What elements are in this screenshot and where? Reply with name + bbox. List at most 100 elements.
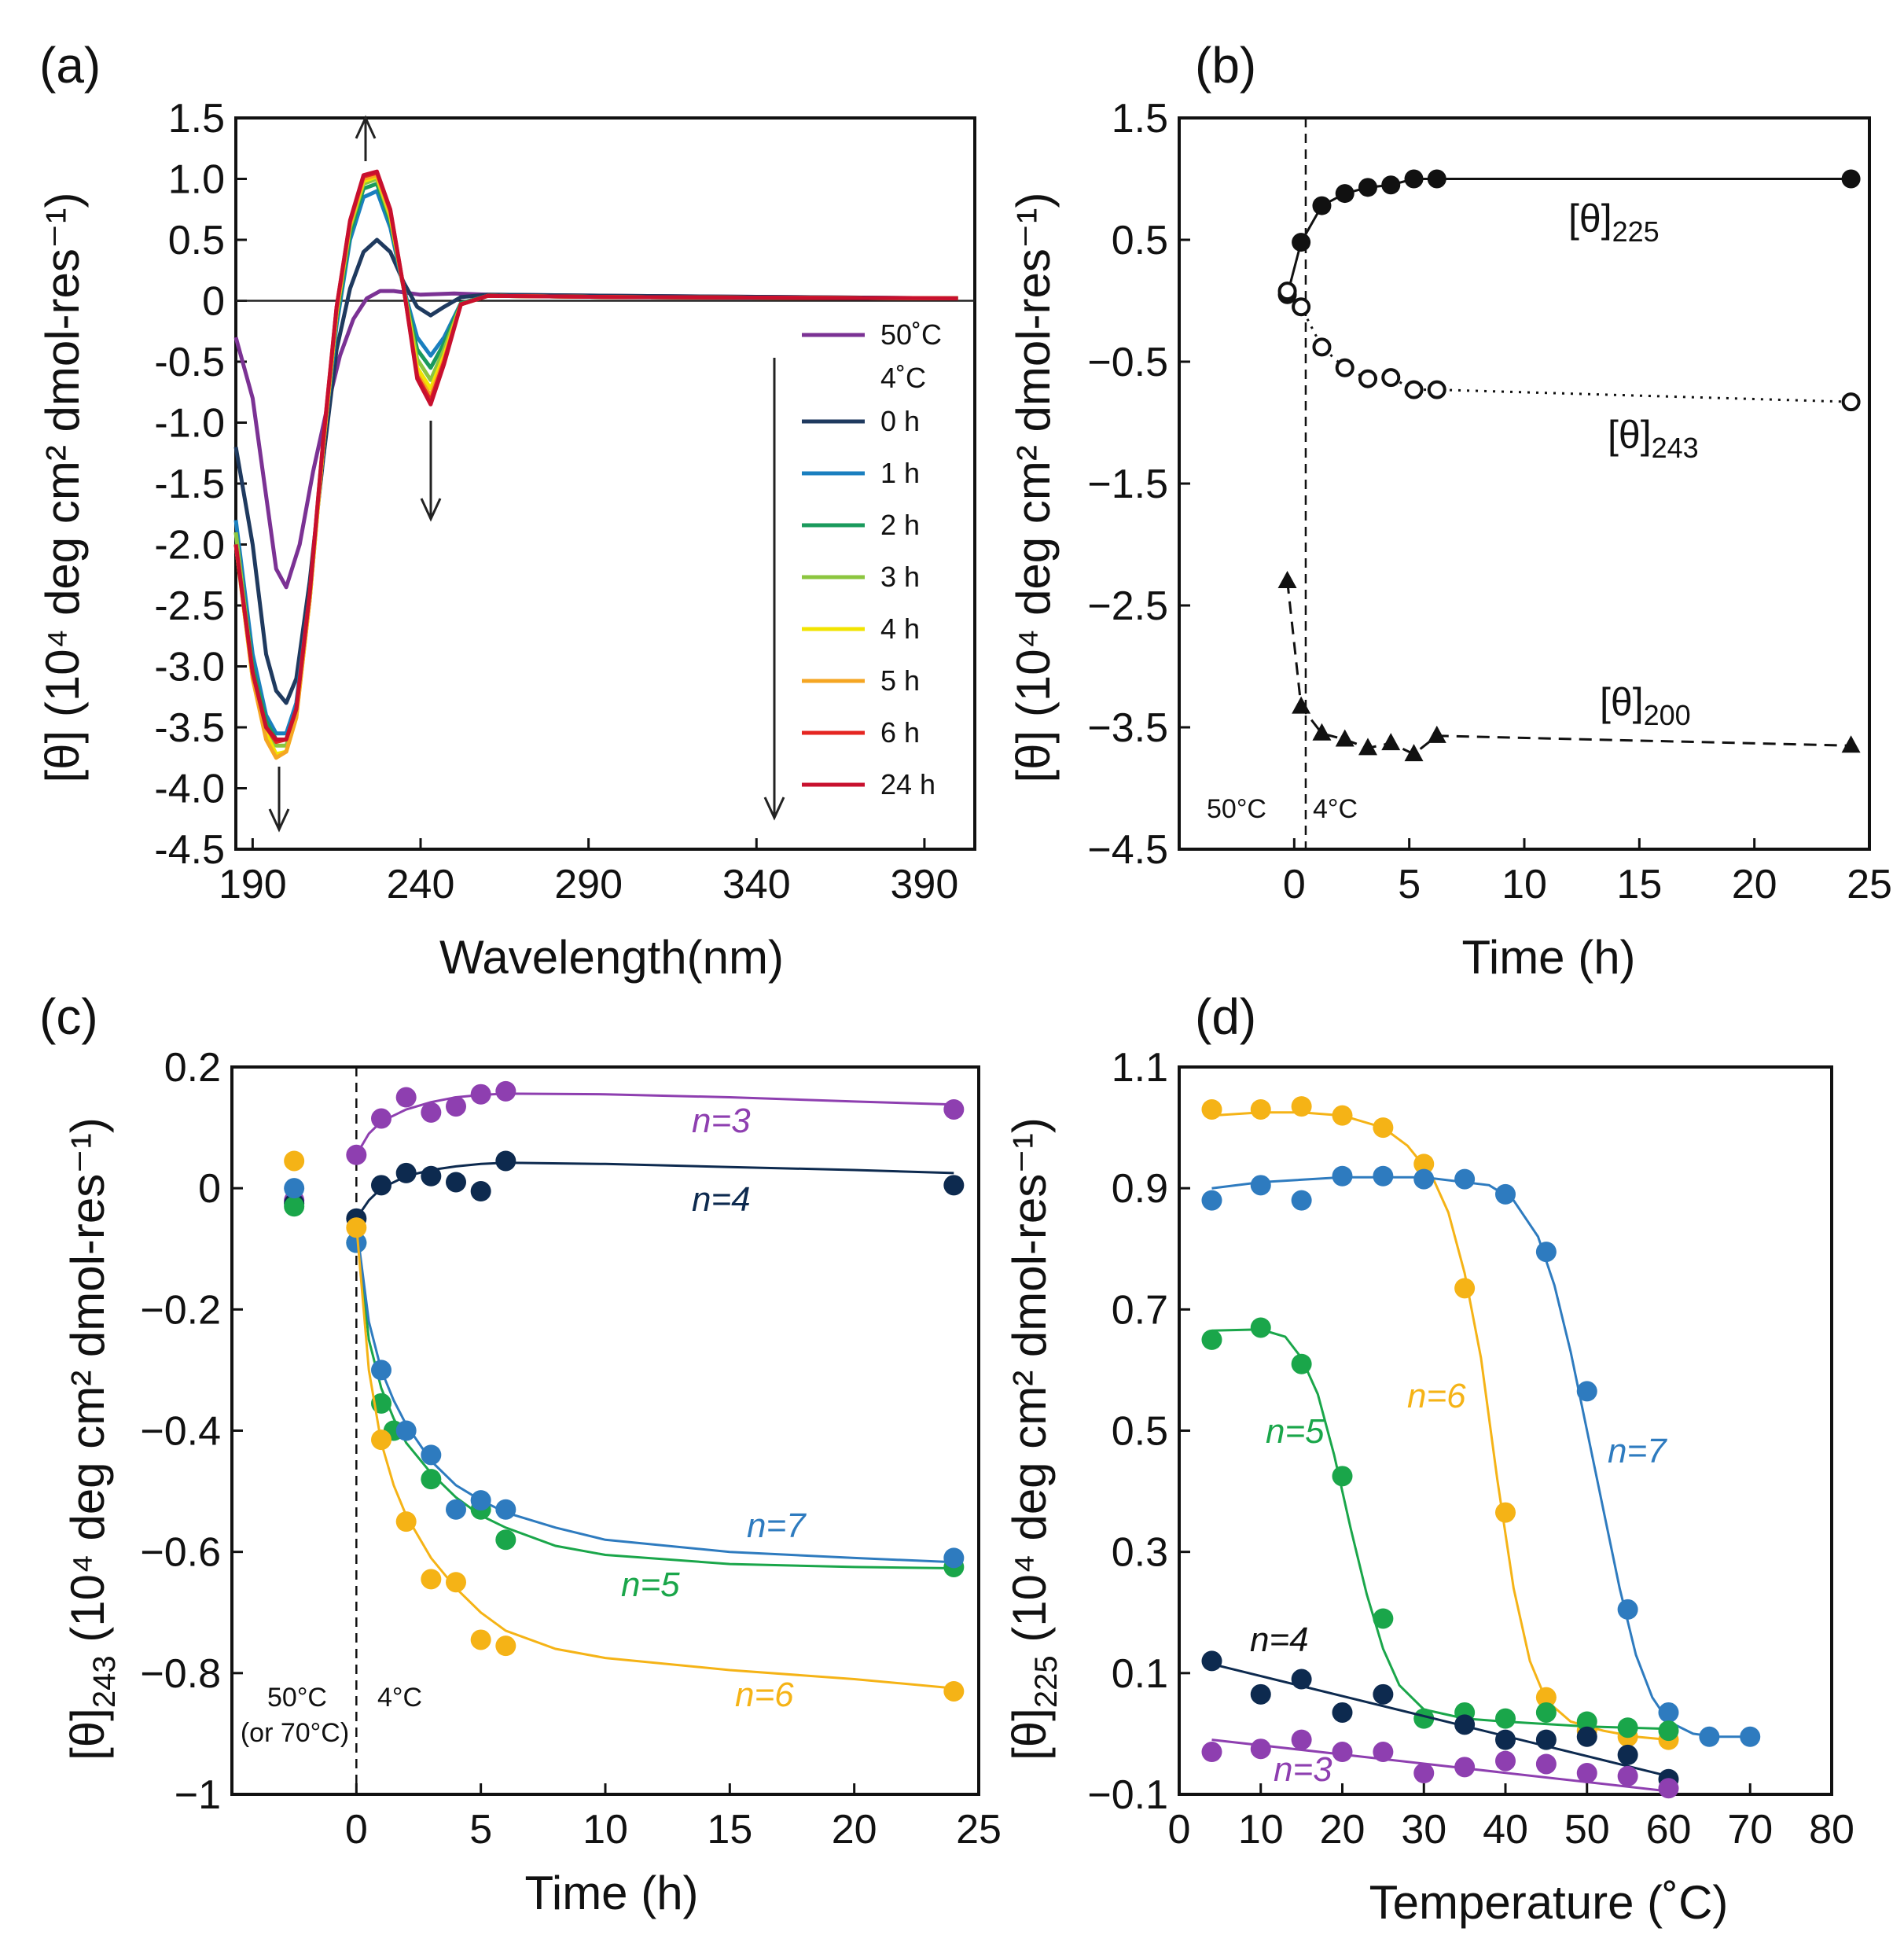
data-point bbox=[371, 1429, 391, 1451]
panel-d-ytick-label: −0.1 bbox=[1087, 1772, 1168, 1818]
data-point bbox=[1201, 1742, 1222, 1763]
data-point bbox=[1291, 1353, 1312, 1374]
panel-d-xtick-label: 40 bbox=[1483, 1807, 1528, 1853]
panel-c-ytick-label: −0.8 bbox=[140, 1651, 221, 1697]
data-point bbox=[943, 1547, 965, 1569]
panel-b-xtick-label: 10 bbox=[1502, 862, 1547, 907]
data-point bbox=[1576, 1711, 1597, 1732]
panel-c-ytick-label: 0.2 bbox=[164, 1045, 221, 1091]
panel-c-annotation-4c: 4°C bbox=[377, 1683, 422, 1713]
data-point bbox=[421, 1102, 442, 1123]
fit-curve-n=4 bbox=[1211, 1662, 1669, 1778]
data-point bbox=[1535, 1729, 1557, 1750]
panel-a-ytick-label: -1.5 bbox=[154, 462, 225, 507]
legend-label: 6 h bbox=[880, 716, 920, 749]
data-point bbox=[1201, 1650, 1222, 1672]
legend-label: 4 h bbox=[880, 613, 920, 645]
data-point bbox=[1427, 169, 1446, 189]
legend-label: 50˚C bbox=[880, 318, 942, 351]
data-point bbox=[1404, 380, 1424, 399]
panel-d-xtick-label: 70 bbox=[1727, 1807, 1773, 1853]
panel-d-ytick-label: 0.9 bbox=[1112, 1166, 1168, 1212]
panel-b-xlabel: Time (h) bbox=[1461, 931, 1635, 984]
fit-curve-n=5 bbox=[1211, 1328, 1669, 1731]
panel-c-ytick-label: 0 bbox=[198, 1166, 221, 1212]
data-point bbox=[1201, 1190, 1222, 1211]
panel-a-legend: 50˚C 4˚C 0 h 1 h 2 h 3 h 4 h 5 h 6 h 24 h bbox=[802, 318, 942, 800]
data-point bbox=[1658, 1720, 1679, 1742]
data-point bbox=[1291, 1190, 1312, 1211]
panel-c-xtick-label: 15 bbox=[707, 1807, 752, 1853]
data-point bbox=[1332, 1742, 1353, 1763]
fit-curve-n=5 bbox=[355, 1224, 954, 1569]
panel-d-xtick-label: 10 bbox=[1238, 1807, 1284, 1853]
panel-d-ytick-label: 0.5 bbox=[1112, 1409, 1168, 1455]
series-line-50˚C bbox=[233, 289, 958, 590]
data-point bbox=[470, 1181, 491, 1202]
series-label-sub: 200 bbox=[1644, 699, 1691, 731]
panel-d-ytick-label: 0.3 bbox=[1112, 1530, 1168, 1576]
data-point bbox=[1413, 1168, 1435, 1190]
data-point bbox=[446, 1572, 466, 1593]
panel-b-ytick-label: 1.5 bbox=[1112, 96, 1168, 142]
series-label-200: [θ]200 bbox=[1600, 680, 1691, 731]
data-point bbox=[1576, 1726, 1597, 1747]
series-label-n=5: n=5 bbox=[1266, 1412, 1325, 1451]
data-point bbox=[446, 1096, 466, 1117]
data-point bbox=[446, 1499, 466, 1520]
panel-b-xtick-label: 5 bbox=[1398, 862, 1421, 907]
panel-a-arrow-down-legend-head bbox=[763, 797, 785, 821]
panel-c-ylabel: [θ]243 (10⁴ deg cm² dmol-res⁻¹) bbox=[61, 1117, 122, 1761]
data-point bbox=[470, 1490, 491, 1511]
data-point bbox=[1404, 169, 1424, 189]
data-point bbox=[1250, 1317, 1271, 1338]
data-point bbox=[1617, 1744, 1638, 1765]
panel-a-ytick-label: -2.5 bbox=[154, 583, 225, 629]
data-point bbox=[1495, 1502, 1516, 1523]
data-point bbox=[1427, 725, 1446, 743]
panel-b-ytick-label: −0.5 bbox=[1087, 340, 1168, 385]
data-point bbox=[1381, 175, 1401, 195]
data-point bbox=[1358, 738, 1377, 756]
legend-label: 4˚C bbox=[880, 362, 926, 394]
panel-c-ylabel-rest: (10⁴ deg cm² dmol-res⁻¹) bbox=[61, 1117, 114, 1655]
panel-c: (c) [θ]243 (10⁴ deg cm² dmol-res⁻¹) Time… bbox=[39, 988, 1002, 1919]
panel-b-xtick-label: 20 bbox=[1732, 862, 1777, 907]
panel-a-ylabel: [θ] (10⁴ deg cm² dmol-res⁻¹) bbox=[36, 193, 89, 783]
data-point bbox=[1335, 729, 1354, 747]
data-point bbox=[1535, 1687, 1557, 1708]
series-line-0-h bbox=[233, 237, 958, 705]
series-label-n=6: n=6 bbox=[735, 1676, 794, 1714]
data-point bbox=[446, 1172, 466, 1193]
panel-c-ylabel-sub: 243 bbox=[87, 1655, 122, 1708]
data-point bbox=[1576, 1381, 1597, 1402]
panel-d-ytick-label: 0.1 bbox=[1112, 1651, 1168, 1697]
series-label-n=3: n=3 bbox=[1274, 1750, 1332, 1789]
data-point bbox=[1332, 1702, 1353, 1723]
data-point bbox=[371, 1360, 391, 1381]
series-label-base: [θ] bbox=[1600, 680, 1644, 724]
panel-a-ytick-label: 0.5 bbox=[168, 218, 225, 263]
data-point bbox=[395, 1511, 417, 1532]
panel-a-label: (a) bbox=[39, 37, 101, 94]
panel-c-annotation-70c: (or 70°C) bbox=[241, 1718, 349, 1748]
data-point bbox=[1495, 1750, 1516, 1772]
series-label-n=4: n=4 bbox=[1250, 1621, 1309, 1659]
panel-a-xtick-label: 190 bbox=[219, 862, 287, 907]
legend-label: 0 h bbox=[880, 405, 920, 437]
panel-d-ytick-label: 0.7 bbox=[1112, 1287, 1168, 1333]
panel-d-xtick-label: 0 bbox=[1168, 1807, 1191, 1853]
panel-d-xlabel: Temperature (˚C) bbox=[1369, 1876, 1729, 1929]
data-point bbox=[1454, 1757, 1476, 1778]
fit-curve-n=3 bbox=[1211, 1738, 1669, 1793]
data-point bbox=[1381, 368, 1401, 388]
panel-a-ytick-label: 1.5 bbox=[168, 96, 225, 142]
panel-a-xtick-label: 290 bbox=[554, 862, 623, 907]
data-point-pre bbox=[284, 1150, 305, 1172]
data-point bbox=[1292, 696, 1311, 714]
panel-a-ytick-label: -3.5 bbox=[154, 705, 225, 751]
panel-b-ytick-label: −4.5 bbox=[1087, 827, 1168, 873]
panel-c-xlabel: Time (h) bbox=[524, 1867, 698, 1919]
data-point bbox=[495, 1080, 516, 1102]
data-point bbox=[1332, 1165, 1353, 1187]
